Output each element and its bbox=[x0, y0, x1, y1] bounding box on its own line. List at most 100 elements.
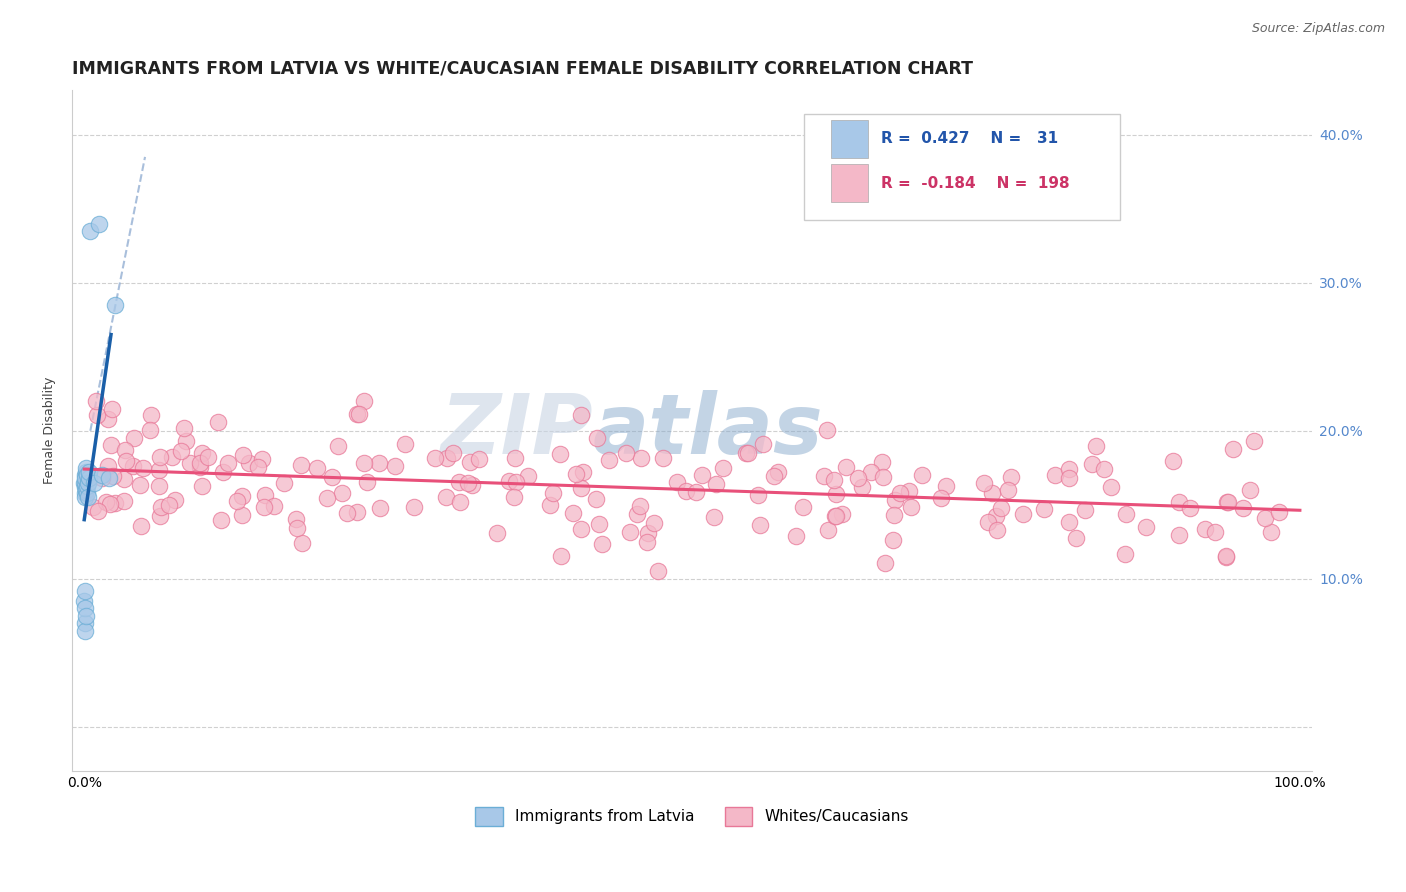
Point bbox=[173, 421, 195, 435]
Point bbox=[75, 608, 97, 623]
Point bbox=[86, 408, 108, 422]
Point bbox=[734, 446, 756, 460]
Point bbox=[813, 469, 835, 483]
Point bbox=[284, 512, 307, 526]
Point bbox=[1243, 434, 1265, 449]
Point bbox=[538, 498, 561, 512]
Point bbox=[882, 533, 904, 548]
Point bbox=[394, 436, 416, 450]
Point bbox=[188, 460, 211, 475]
Point bbox=[1066, 531, 1088, 545]
Point bbox=[647, 565, 669, 579]
Text: Source: ZipAtlas.com: Source: ZipAtlas.com bbox=[1251, 22, 1385, 36]
Point bbox=[447, 475, 470, 489]
Point bbox=[160, 450, 183, 464]
Point bbox=[1268, 505, 1291, 519]
Point bbox=[326, 439, 349, 453]
Point bbox=[346, 505, 368, 519]
Point bbox=[752, 437, 775, 451]
Point bbox=[75, 624, 97, 638]
Point bbox=[368, 456, 391, 470]
Point bbox=[100, 401, 122, 416]
Point bbox=[817, 523, 839, 537]
Point bbox=[619, 525, 641, 540]
Point bbox=[569, 408, 592, 422]
Point bbox=[1222, 442, 1244, 456]
Point bbox=[356, 475, 378, 490]
Point bbox=[384, 459, 406, 474]
Point bbox=[628, 500, 651, 514]
Point bbox=[883, 508, 905, 523]
Point bbox=[1084, 439, 1107, 453]
Point bbox=[157, 499, 180, 513]
Point bbox=[1135, 520, 1157, 534]
Point bbox=[353, 456, 375, 470]
Point bbox=[253, 500, 276, 514]
Point bbox=[585, 431, 607, 445]
Point bbox=[238, 457, 260, 471]
Point bbox=[1215, 495, 1237, 509]
Point bbox=[104, 298, 127, 312]
Point bbox=[103, 468, 125, 483]
Point bbox=[835, 459, 858, 474]
Point bbox=[1215, 549, 1237, 564]
Text: R =  0.427    N =   31: R = 0.427 N = 31 bbox=[880, 131, 1057, 146]
Point bbox=[571, 465, 593, 479]
Point bbox=[112, 494, 135, 508]
Point bbox=[457, 475, 479, 490]
Point bbox=[748, 518, 770, 533]
Point bbox=[263, 499, 285, 513]
Point bbox=[112, 472, 135, 486]
Point bbox=[541, 486, 564, 500]
Point bbox=[148, 463, 170, 477]
Point bbox=[254, 488, 277, 502]
Point bbox=[149, 509, 172, 524]
Point bbox=[73, 594, 96, 608]
Point bbox=[1218, 495, 1240, 509]
Point bbox=[191, 446, 214, 460]
Point bbox=[870, 455, 893, 469]
Point bbox=[96, 495, 118, 509]
Point bbox=[1059, 471, 1081, 485]
Point bbox=[77, 471, 100, 485]
Point bbox=[402, 500, 425, 514]
Point bbox=[1092, 461, 1115, 475]
Point bbox=[129, 519, 152, 533]
Point bbox=[636, 534, 658, 549]
Point bbox=[84, 394, 107, 409]
Point bbox=[1215, 549, 1237, 563]
Point bbox=[121, 458, 143, 473]
Point bbox=[75, 601, 97, 615]
Y-axis label: Female Disability: Female Disability bbox=[44, 377, 56, 484]
Point bbox=[737, 446, 759, 460]
Point bbox=[247, 460, 270, 475]
Point bbox=[825, 509, 848, 524]
Point bbox=[83, 475, 105, 490]
Point bbox=[449, 495, 471, 509]
Point bbox=[76, 468, 98, 483]
Point bbox=[98, 497, 121, 511]
Point bbox=[460, 478, 482, 492]
Point bbox=[104, 496, 127, 510]
Point bbox=[831, 508, 853, 522]
Point bbox=[467, 452, 489, 467]
Text: atlas: atlas bbox=[593, 391, 824, 471]
Point bbox=[825, 487, 848, 501]
Point bbox=[675, 483, 697, 498]
Point bbox=[73, 475, 96, 490]
Point bbox=[197, 450, 219, 464]
Point bbox=[1057, 462, 1080, 476]
Point bbox=[1254, 511, 1277, 525]
Point bbox=[79, 224, 101, 238]
Point bbox=[129, 478, 152, 492]
Point bbox=[91, 468, 114, 483]
Point bbox=[1167, 528, 1189, 542]
Point bbox=[873, 556, 896, 570]
Point bbox=[225, 494, 247, 508]
Point bbox=[73, 486, 96, 500]
Point bbox=[87, 503, 110, 517]
Point bbox=[87, 217, 110, 231]
Point bbox=[75, 460, 97, 475]
Point bbox=[815, 423, 838, 437]
FancyBboxPatch shape bbox=[831, 120, 868, 158]
